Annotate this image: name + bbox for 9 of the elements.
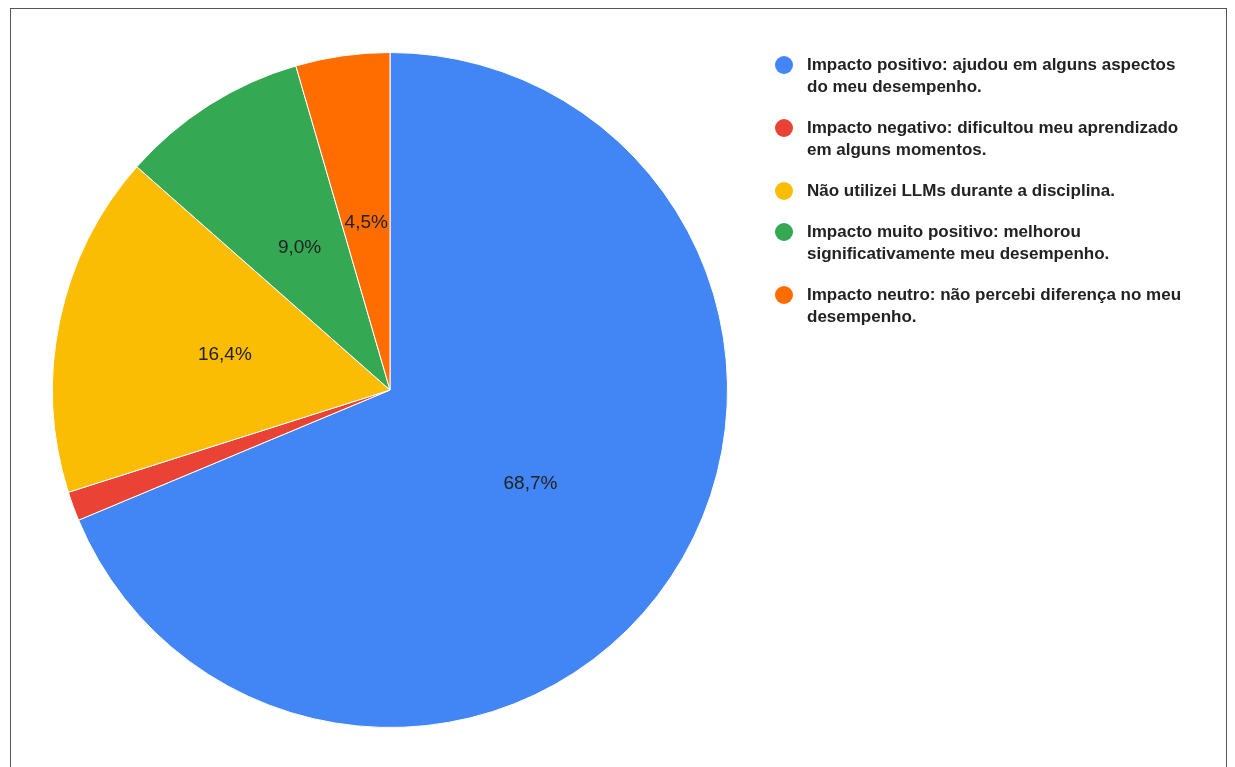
data-label: 9,0% xyxy=(277,235,322,257)
legend-label: Impacto neutro: não percebi diferença no meu desempenho. xyxy=(807,284,1183,328)
data-label: 16,4% xyxy=(197,343,252,365)
data-label: 4,5% xyxy=(344,211,388,233)
legend-label: Impacto positivo: ajudou em alguns aspectos do meu desempenho. xyxy=(807,54,1177,98)
legend-label: Impacto negativo: dificultou meu aprendizado em alguns momentos. xyxy=(807,117,1180,161)
data-label: 68,7% xyxy=(503,471,558,493)
legend-label: Não utilizei LLMs durante a disciplina. xyxy=(807,180,1115,202)
legend-label: Impacto muito positivo: melhorou significativamente meu desempenho. xyxy=(807,221,1111,265)
